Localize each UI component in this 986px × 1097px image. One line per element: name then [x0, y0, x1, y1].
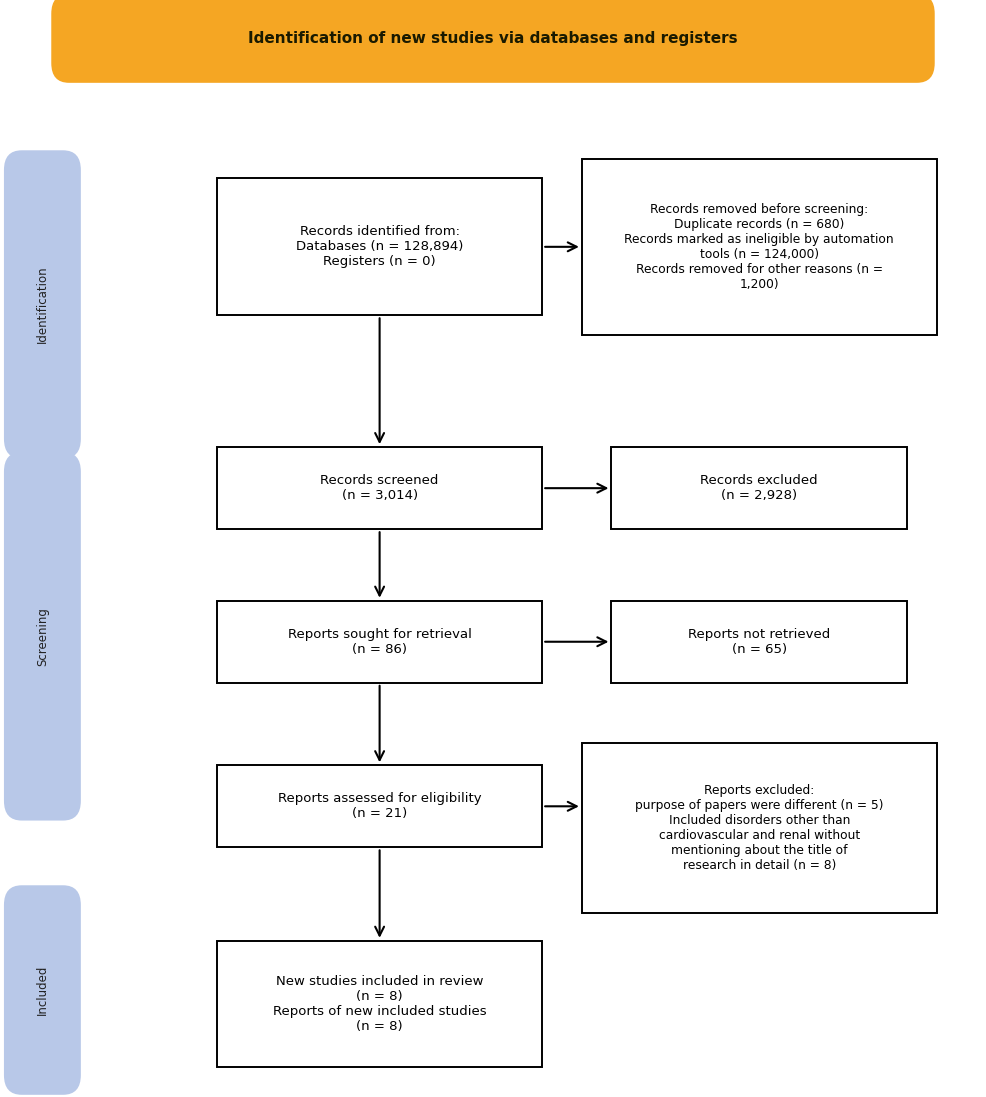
FancyBboxPatch shape — [611, 601, 907, 682]
FancyBboxPatch shape — [217, 766, 542, 847]
FancyBboxPatch shape — [582, 744, 937, 913]
Text: Records excluded
(n = 2,928): Records excluded (n = 2,928) — [700, 474, 818, 502]
FancyBboxPatch shape — [217, 178, 542, 316]
Text: Screening: Screening — [35, 607, 49, 666]
Text: Reports excluded:
purpose of papers were different (n = 5)
Included disorders ot: Reports excluded: purpose of papers were… — [635, 784, 883, 872]
Text: Reports assessed for eligibility
(n = 21): Reports assessed for eligibility (n = 21… — [278, 792, 481, 821]
Text: Identification of new studies via databases and registers: Identification of new studies via databa… — [248, 31, 738, 46]
FancyBboxPatch shape — [217, 940, 542, 1066]
Text: Records removed before screening:
Duplicate records (n = 680)
Records marked as : Records removed before screening: Duplic… — [624, 203, 894, 291]
FancyBboxPatch shape — [4, 452, 81, 821]
Text: Records identified from:
Databases (n = 128,894)
Registers (n = 0): Records identified from: Databases (n = … — [296, 225, 463, 269]
FancyBboxPatch shape — [51, 0, 935, 83]
Text: Included: Included — [35, 965, 49, 1015]
FancyBboxPatch shape — [217, 448, 542, 529]
FancyBboxPatch shape — [4, 150, 81, 459]
FancyBboxPatch shape — [611, 448, 907, 529]
Text: Reports sought for retrieval
(n = 86): Reports sought for retrieval (n = 86) — [288, 627, 471, 656]
Text: Records screened
(n = 3,014): Records screened (n = 3,014) — [320, 474, 439, 502]
FancyBboxPatch shape — [217, 601, 542, 682]
FancyBboxPatch shape — [4, 885, 81, 1095]
Text: Identification: Identification — [35, 265, 49, 343]
Text: Reports not retrieved
(n = 65): Reports not retrieved (n = 65) — [688, 627, 830, 656]
Text: New studies included in review
(n = 8)
Reports of new included studies
(n = 8): New studies included in review (n = 8) R… — [273, 975, 486, 1032]
FancyBboxPatch shape — [582, 159, 937, 335]
